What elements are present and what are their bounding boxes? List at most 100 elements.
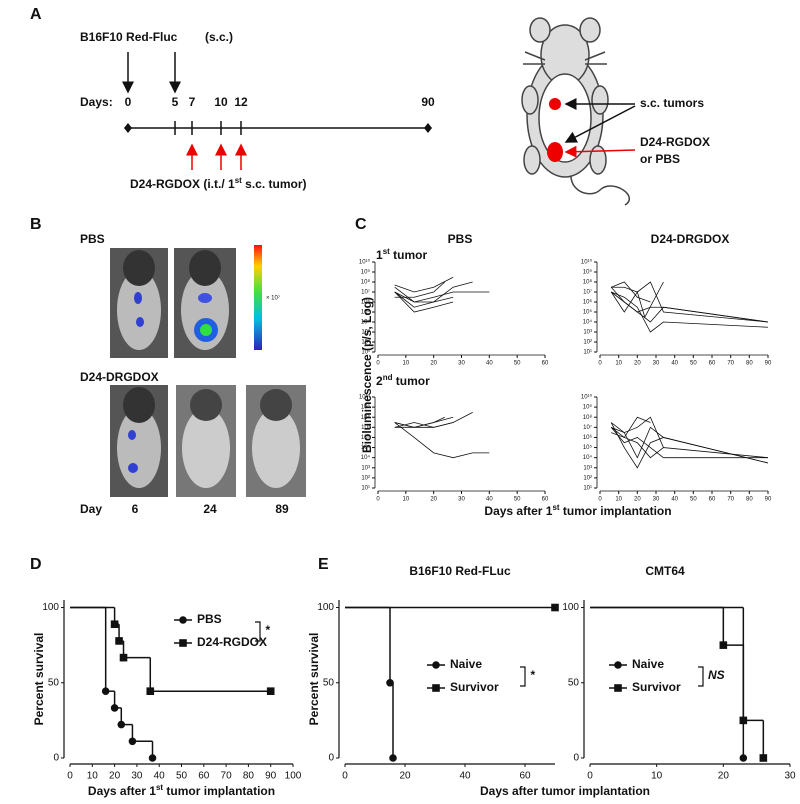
y-tick-label: 10¹ (361, 350, 370, 356)
marker (759, 754, 768, 762)
x-tick-label: 20 (399, 771, 411, 782)
row-label: 2nd tumor (376, 373, 430, 389)
x-tick-label: 30 (458, 361, 465, 367)
series-line (394, 281, 473, 303)
x-tick-label: 40 (486, 361, 493, 367)
panel-d-e-labels: D E B16F10 Red-FLuc CMT64 Days after tum… (30, 556, 685, 798)
panel-a: A B16F10 Red-Fluc (s.c.) Days: 0 5 7 10 12 90… (30, 6, 710, 206)
x-tick-label: 40 (671, 497, 678, 503)
label-part: s.c. tumor) (242, 177, 307, 191)
day-number: 90 (421, 95, 435, 109)
y-tick-label: 10² (583, 340, 592, 346)
arrow (564, 105, 636, 143)
marker (148, 754, 157, 762)
label-part: st (235, 176, 242, 185)
legend-label: PBS (197, 612, 222, 626)
x-tick-label: 90 (765, 497, 772, 503)
x-tick-label: 90 (765, 361, 772, 367)
y-tick-label: 10⁴ (361, 454, 371, 461)
y-tick-label: 10⁸ (583, 414, 593, 421)
y-tick-label: 10⁴ (361, 319, 371, 326)
series-line (611, 416, 664, 448)
label-part: tumor implantation (560, 504, 672, 518)
column-title: PBS (448, 232, 473, 246)
panel-label: E (318, 556, 329, 573)
y-tick-label: 0 (53, 753, 59, 764)
y-tick-label: 10² (583, 475, 592, 481)
row-label: 1st tumor (376, 247, 427, 263)
series-line (611, 281, 769, 323)
x-tick-label: 0 (587, 771, 593, 782)
y-tick-label: 10³ (361, 465, 370, 471)
y-tick-label: 0 (328, 753, 334, 764)
x-tick-label: 30 (458, 497, 465, 503)
marker (614, 661, 622, 669)
y-tick-label: 10³ (583, 330, 592, 336)
y-tick-label: 10⁵ (361, 444, 371, 451)
panel-label: C (355, 216, 367, 233)
annotation: NS (708, 668, 725, 682)
x-tick-label: 50 (690, 361, 697, 367)
series-line (610, 427, 768, 459)
x-tick-label: 90 (265, 771, 277, 782)
y-tick-label: 10⁴ (583, 319, 593, 326)
y-tick-label: 10⁶ (361, 299, 371, 306)
annotation: * (530, 668, 536, 682)
day-number: 12 (234, 95, 248, 109)
label-part: tumor implantation (163, 784, 275, 798)
y-tick-label: 10⁶ (583, 434, 593, 441)
x-tick-label: 0 (376, 497, 380, 503)
y-tick-label: 10¹⁰ (581, 259, 593, 266)
y-tick-label: 10⁸ (583, 279, 593, 286)
panel-b: B PBS D24-DRGDOX × 10⁷ Day 6 24 89 (30, 216, 306, 516)
route: (s.c.) (205, 30, 233, 44)
y-tick-label: 10⁵ (361, 309, 371, 316)
series-line (394, 276, 454, 293)
series-line (394, 422, 490, 459)
series-line (610, 286, 769, 323)
y-axis-label: Bioluminescence (p/s, Log) (360, 297, 374, 453)
x-tick-label: 20 (109, 771, 121, 782)
x-tick-label: 70 (221, 771, 233, 782)
y-tick-label: 10¹ (583, 350, 592, 356)
bracket (255, 621, 261, 642)
y-axis-label: Percent survival (32, 633, 46, 726)
marker (432, 684, 440, 692)
x-tick-label: 0 (342, 771, 348, 782)
marker (117, 720, 126, 729)
y-tick-label: 10¹⁰ (359, 259, 371, 266)
column-title: D24-DRGDOX (651, 232, 730, 246)
x-tick-label: 40 (154, 771, 166, 782)
bracket (520, 666, 526, 687)
x-tick-label: 60 (519, 771, 531, 782)
x-axis-label: Days after tumor implantation (480, 784, 650, 798)
label-part: D24-RGDOX (i.t./ 1 (130, 177, 235, 191)
x-tick-label: 40 (459, 771, 471, 782)
y-tick-label: 10⁷ (583, 289, 592, 296)
x-tick-label: 50 (514, 361, 521, 367)
marker (266, 687, 275, 695)
marker (739, 754, 748, 762)
y-tick-label: 10⁹ (361, 404, 371, 411)
y-tick-label: 100 (317, 602, 334, 613)
x-tick-label: 0 (598, 497, 602, 503)
y-tick-label: 10⁹ (583, 404, 593, 411)
y-tick-label: 10³ (583, 465, 592, 471)
legend-label: Naive (450, 657, 482, 671)
legend-label: Survivor (450, 680, 499, 694)
marker (179, 616, 187, 624)
marker (179, 639, 187, 647)
y-tick-label: 10⁷ (583, 424, 592, 431)
y-tick-label: 10⁶ (583, 299, 593, 306)
label-part: 1 (376, 248, 383, 262)
x-tick-label: 60 (542, 497, 549, 503)
label-part: tumor (390, 248, 428, 262)
x-tick-label: 0 (67, 771, 73, 782)
label-part: Days after 1 (88, 784, 156, 798)
day-number: 5 (172, 95, 179, 109)
marker (101, 687, 110, 695)
y-tick-label: 10⁹ (583, 269, 593, 276)
day-label: Day (80, 502, 102, 516)
x-tick-label: 70 (727, 497, 734, 503)
